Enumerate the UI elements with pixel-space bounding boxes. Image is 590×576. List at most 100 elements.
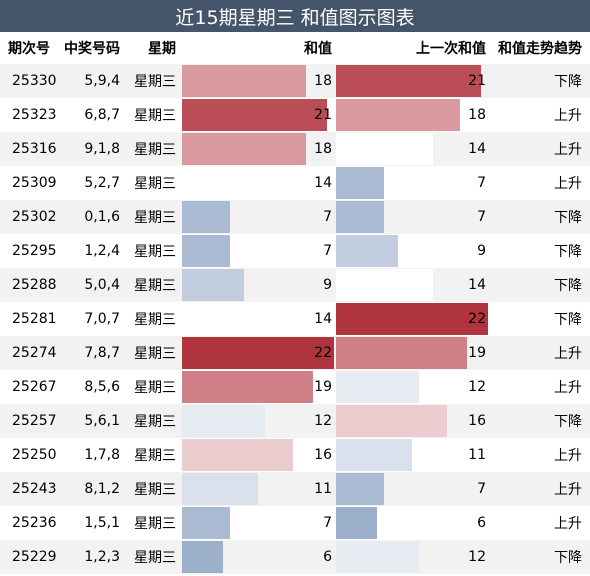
weekday-cell: 星期三	[126, 268, 182, 302]
sum-value: 12	[314, 413, 332, 429]
weekday-cell: 星期三	[126, 98, 182, 132]
prev-sum-cell: 12	[336, 370, 490, 404]
issue-cell: 25316	[0, 132, 60, 166]
sum-cell: 16	[182, 438, 336, 472]
issue-cell: 25330	[0, 64, 60, 98]
prev-sum-bar	[336, 439, 412, 471]
sum-cell: 18	[182, 132, 336, 166]
sum-cell: 11	[182, 472, 336, 506]
table-row: 25323 6,8,7 星期三 21 18 上升	[0, 98, 590, 132]
numbers-cell: 8,1,2	[60, 472, 126, 506]
trend-cell: 上升	[490, 132, 590, 166]
numbers-cell: 6,8,7	[60, 98, 126, 132]
table-row: 25288 5,0,4 星期三 9 14 下降	[0, 268, 590, 302]
numbers-cell: 1,2,3	[60, 540, 126, 574]
trend-cell: 下降	[490, 540, 590, 574]
header-weekday: 星期	[126, 32, 182, 64]
table-row: 25295 1,2,4 星期三 7 9 下降	[0, 234, 590, 268]
sum-bar	[182, 541, 223, 573]
table-row: 25229 1,2,3 星期三 6 12 下降	[0, 540, 590, 574]
weekday-cell: 星期三	[126, 404, 182, 438]
prev-sum-cell: 9	[336, 234, 490, 268]
header-issue: 期次号	[0, 32, 60, 64]
numbers-cell: 5,6,1	[60, 404, 126, 438]
weekday-cell: 星期三	[126, 302, 182, 336]
table-row: 25243 8,1,2 星期三 11 7 上升	[0, 472, 590, 506]
prev-sum-bar	[336, 337, 467, 369]
prev-sum-cell: 7	[336, 472, 490, 506]
prev-sum-cell: 22	[336, 302, 490, 336]
prev-sum-value: 7	[477, 481, 486, 497]
issue-cell: 25288	[0, 268, 60, 302]
prev-sum-value: 16	[468, 413, 486, 429]
prev-sum-value: 7	[477, 209, 486, 225]
trend-cell: 上升	[490, 370, 590, 404]
issue-cell: 25323	[0, 98, 60, 132]
sum-cell: 21	[182, 98, 336, 132]
sum-bar	[182, 337, 334, 369]
sum-bar	[182, 99, 327, 131]
issue-cell: 25257	[0, 404, 60, 438]
weekday-cell: 星期三	[126, 200, 182, 234]
trend-cell: 上升	[490, 98, 590, 132]
prev-sum-value: 7	[477, 175, 486, 191]
prev-sum-value: 21	[468, 73, 486, 89]
prev-sum-bar	[336, 541, 419, 573]
prev-sum-bar	[336, 371, 419, 403]
prev-sum-bar	[336, 99, 460, 131]
numbers-cell: 7,8,7	[60, 336, 126, 370]
issue-cell: 25302	[0, 200, 60, 234]
sum-cell: 14	[182, 166, 336, 200]
sum-cell: 18	[182, 64, 336, 98]
prev-sum-bar	[336, 235, 398, 267]
weekday-cell: 星期三	[126, 370, 182, 404]
issue-cell: 25250	[0, 438, 60, 472]
trend-cell: 上升	[490, 472, 590, 506]
numbers-cell: 5,0,4	[60, 268, 126, 302]
prev-sum-cell: 7	[336, 166, 490, 200]
trend-cell: 下降	[490, 302, 590, 336]
header-trend: 和值走势趋势	[490, 32, 590, 64]
table-row: 25316 9,1,8 星期三 18 14 上升	[0, 132, 590, 166]
prev-sum-cell: 12	[336, 540, 490, 574]
numbers-cell: 1,7,8	[60, 438, 126, 472]
sum-value: 14	[314, 311, 332, 327]
prev-sum-cell: 19	[336, 336, 490, 370]
sum-bar	[182, 269, 244, 301]
prev-sum-value: 12	[468, 379, 486, 395]
header-numbers: 中奖号码	[60, 32, 126, 64]
issue-cell: 25267	[0, 370, 60, 404]
sum-value: 7	[323, 243, 332, 259]
sum-cell: 9	[182, 268, 336, 302]
prev-sum-cell: 11	[336, 438, 490, 472]
weekday-cell: 星期三	[126, 438, 182, 472]
numbers-cell: 5,9,4	[60, 64, 126, 98]
prev-sum-value: 6	[477, 515, 486, 531]
sum-value: 22	[314, 345, 332, 361]
weekday-cell: 星期三	[126, 540, 182, 574]
weekday-cell: 星期三	[126, 132, 182, 166]
sum-bar	[182, 439, 293, 471]
prev-sum-bar	[336, 507, 377, 539]
numbers-cell: 8,5,6	[60, 370, 126, 404]
sum-bar	[182, 235, 230, 267]
trend-cell: 上升	[490, 166, 590, 200]
issue-cell: 25309	[0, 166, 60, 200]
weekday-cell: 星期三	[126, 506, 182, 540]
trend-cell: 上升	[490, 438, 590, 472]
prev-sum-cell: 18	[336, 98, 490, 132]
sum-bar	[182, 405, 265, 437]
sum-cell: 6	[182, 540, 336, 574]
prev-sum-value: 18	[468, 107, 486, 123]
sum-value: 11	[314, 481, 332, 497]
prev-sum-value: 11	[468, 447, 486, 463]
numbers-cell: 7,0,7	[60, 302, 126, 336]
sum-cell: 19	[182, 370, 336, 404]
table-row: 25267 8,5,6 星期三 19 12 上升	[0, 370, 590, 404]
prev-sum-cell: 14	[336, 132, 490, 166]
numbers-cell: 5,2,7	[60, 166, 126, 200]
weekday-cell: 星期三	[126, 166, 182, 200]
table-row: 25274 7,8,7 星期三 22 19 上升	[0, 336, 590, 370]
table-row: 25257 5,6,1 星期三 12 16 下降	[0, 404, 590, 438]
weekday-cell: 星期三	[126, 472, 182, 506]
